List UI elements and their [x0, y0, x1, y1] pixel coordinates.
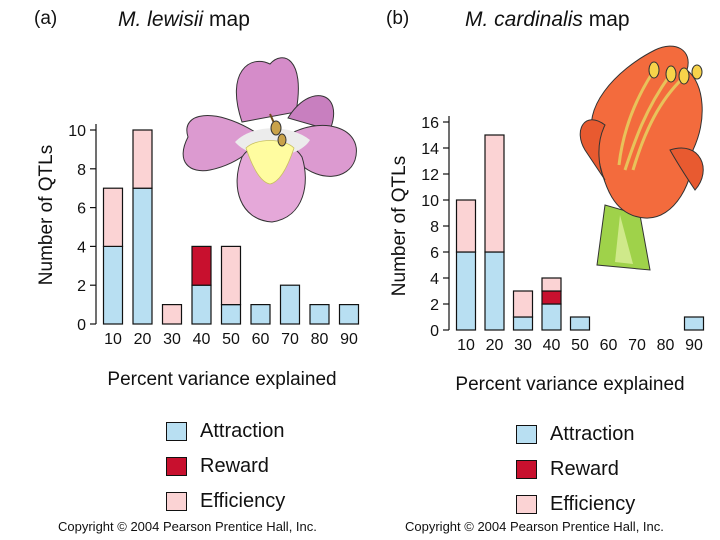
bar-attraction-10 — [455, 251, 477, 331]
y-tick-label: 10 — [421, 193, 439, 210]
y-tick-label: 6 — [77, 201, 86, 218]
bar-attraction-30 — [512, 316, 534, 331]
x-tick-label: 80 — [657, 337, 675, 354]
bar-efficiency-10 — [455, 199, 477, 253]
legend-label-efficiency: Efficiency — [550, 493, 636, 515]
y-tick-label: 10 — [68, 123, 86, 140]
legend-label-attraction: Attraction — [550, 423, 635, 445]
panel-a: (a) M. lewisii map 0 2 4 6 8 10 10 20 30 40 50 60 70… — [34, 8, 360, 534]
swatch-reward — [166, 457, 187, 476]
panel-a-title: M. lewisii map — [118, 8, 250, 32]
y-tick-label: 16 — [421, 115, 439, 132]
bar-attraction-80 — [309, 304, 330, 325]
bar-attraction-20 — [132, 187, 153, 325]
m-cardinalis-flower-icon — [579, 45, 704, 271]
y-axis-title: Number of QTLs — [36, 145, 57, 285]
bar-efficiency-10 — [102, 187, 124, 247]
x-tick-label: 70 — [628, 337, 646, 354]
bar-attraction-50 — [569, 316, 591, 331]
x-tick-label: 50 — [571, 337, 589, 354]
x-axis-title: Percent variance explained — [107, 369, 336, 390]
bar-attraction-10 — [102, 245, 124, 325]
x-tick-label: 40 — [543, 337, 561, 354]
x-tick-label: 60 — [600, 337, 618, 354]
bar-attraction-40 — [191, 284, 212, 325]
chart-b: 0 2 4 6 8 10 12 14 16 10 20 30 40 50 60 70 80 90 Percent v… — [389, 115, 705, 395]
x-tick-label: 20 — [134, 331, 152, 348]
x-tick-label: 60 — [252, 331, 270, 348]
y-tick-label: 4 — [430, 271, 439, 288]
x-tick-label: 10 — [457, 337, 475, 354]
panel-a-title-species: M. lewisii — [118, 8, 204, 31]
x-tick-label: 30 — [163, 331, 181, 348]
panel-b-title-suffix: map — [588, 8, 630, 31]
panel-a-letter: (a) — [34, 8, 58, 29]
swatch-attraction — [516, 425, 537, 444]
legend-label-attraction: Attraction — [200, 420, 285, 442]
legend-label-reward: Reward — [550, 458, 619, 480]
x-tick-label: 70 — [281, 331, 299, 348]
x-tick-label: 20 — [486, 337, 504, 354]
bar-attraction-90 — [683, 316, 705, 331]
panel-b-title: M. cardinalis map — [465, 8, 630, 32]
x-tick-label: 10 — [104, 331, 122, 348]
legend-item-reward: Reward — [516, 458, 619, 481]
legend-item-attraction: Attraction — [166, 420, 284, 443]
bar-attraction-70 — [279, 284, 301, 325]
swatch-efficiency — [516, 495, 537, 514]
x-tick-label: 80 — [311, 331, 329, 348]
legend-item-efficiency: Efficiency — [516, 493, 635, 516]
y-tick-label: 6 — [430, 245, 439, 262]
bar-reward-40 — [191, 245, 212, 286]
swatch-reward — [516, 460, 537, 479]
legend-item-attraction: Attraction — [516, 423, 634, 446]
y-tick-label: 8 — [77, 162, 86, 179]
bar-efficiency-40 — [541, 277, 562, 292]
chart-a: 0 2 4 6 8 10 10 20 30 40 50 60 70 80 90 Percent varianc… — [36, 123, 360, 390]
legend-item-reward: Reward — [166, 455, 269, 478]
y-tick-label: 0 — [77, 317, 86, 334]
swatch-attraction — [166, 422, 187, 441]
bar-attraction-50 — [220, 304, 242, 325]
bar-efficiency-30 — [512, 290, 534, 318]
bar-attraction-60 — [250, 304, 271, 325]
legend-item-efficiency: Efficiency — [166, 490, 285, 513]
legend-label-efficiency: Efficiency — [200, 490, 286, 512]
legend-label-reward: Reward — [200, 455, 269, 477]
bar-attraction-40 — [541, 303, 562, 331]
bar-efficiency-50 — [220, 245, 242, 306]
panel-a-title-suffix: map — [209, 8, 250, 31]
bar-attraction-90 — [338, 304, 360, 325]
y-tick-label: 8 — [430, 219, 439, 236]
copyright-a: Copyright © 2004 Pearson Prentice Hall, … — [58, 519, 317, 534]
bar-efficiency-30 — [161, 304, 183, 325]
y-tick-label: 4 — [77, 239, 86, 256]
x-axis-title: Percent variance explained — [455, 374, 684, 395]
bar-efficiency-20 — [484, 134, 505, 253]
m-lewisii-flower-icon — [182, 57, 357, 223]
x-tick-label: 40 — [193, 331, 211, 348]
panel-b: (b) M. cardinalis map 0 2 4 6 8 10 12 14 16 10 20 3… — [375, 0, 720, 540]
y-axis-title: Number of QTLs — [389, 156, 410, 296]
x-tick-label: 50 — [222, 331, 240, 348]
bar-reward-40 — [541, 290, 562, 305]
copyright-b: Copyright © 2004 Pearson Prentice Hall, … — [405, 519, 664, 534]
bar-attraction-20 — [484, 251, 505, 331]
y-tick-label: 12 — [421, 167, 439, 184]
y-tick-label: 2 — [77, 278, 86, 295]
swatch-efficiency — [166, 492, 187, 511]
y-tick-label: 14 — [421, 141, 439, 158]
panel-b-letter: (b) — [386, 8, 410, 29]
panel-b-title-species: M. cardinalis — [465, 8, 583, 31]
y-tick-label: 2 — [430, 297, 439, 314]
bar-efficiency-20 — [132, 129, 153, 189]
y-tick-label: 0 — [430, 323, 439, 340]
x-tick-label: 30 — [514, 337, 532, 354]
x-tick-label: 90 — [340, 331, 358, 348]
x-tick-label: 90 — [685, 337, 703, 354]
